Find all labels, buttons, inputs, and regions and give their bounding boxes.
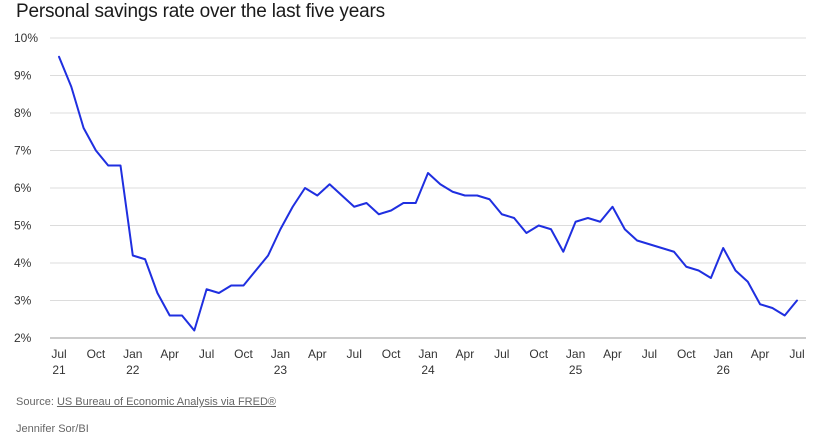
x-tick-label: Apr: [456, 347, 475, 361]
x-tick-year-label: 23: [274, 363, 288, 377]
series-lines: [58, 55, 798, 332]
x-tick-year-label: 22: [126, 363, 140, 377]
x-tick-year-label: 26: [717, 363, 731, 377]
x-tick-label: Apr: [160, 347, 179, 361]
chart-title: Personal savings rate over the last five…: [16, 1, 385, 22]
credit-note: Jennifer Sor/BI: [16, 423, 89, 435]
x-tick-label: Oct: [234, 347, 253, 361]
x-tick-year-label: 21: [52, 363, 66, 377]
x-tick-label: Jan: [418, 347, 437, 361]
x-tick-label: Jul: [789, 347, 804, 361]
y-tick-label: 3%: [14, 294, 32, 308]
gridlines: [50, 37, 806, 339]
y-tick-label: 8%: [14, 106, 32, 120]
x-tick-label: Jan: [123, 347, 142, 361]
x-tick-label: Apr: [603, 347, 622, 361]
x-tick-label: Jan: [566, 347, 585, 361]
x-tick-label: Jul: [642, 347, 657, 361]
source-link[interactable]: US Bureau of Economic Analysis via FRED®: [56, 396, 276, 408]
x-tick-label: Apr: [308, 347, 327, 361]
line-chart: 10% 9% 8% 7% 6% 5% 4% 3% 2% Jul 21 Oct Jan 22 Apr Jul O…: [14, 31, 806, 377]
source-note: Source: US Bureau of Economic Analysis v…: [16, 396, 276, 408]
x-tick-label: Jul: [494, 347, 509, 361]
x-tick-label: Oct: [382, 347, 401, 361]
y-tick-label: 4%: [14, 256, 32, 270]
y-tick-label: 10%: [14, 31, 38, 45]
x-tick-label: Jul: [51, 347, 66, 361]
y-tick-label: 5%: [14, 219, 32, 233]
source-prefix: Source:: [16, 396, 57, 408]
x-tick-label: Jul: [347, 347, 362, 361]
y-tick-label: 2%: [14, 331, 32, 345]
series-line-0: [58, 55, 798, 332]
x-tick-year-label: 24: [421, 363, 435, 377]
x-tick-label: Oct: [677, 347, 696, 361]
x-tick-label: Jul: [199, 347, 214, 361]
y-tick-label: 7%: [14, 144, 32, 158]
x-tick-label: Jan: [271, 347, 290, 361]
x-tick-label: Jan: [714, 347, 733, 361]
x-tick-label: Oct: [529, 347, 548, 361]
y-axis-labels: 10% 9% 8% 7% 6% 5% 4% 3% 2%: [14, 31, 38, 345]
x-axis-labels: Jul 21 Oct Jan 22 Apr Jul Oct Jan 23 Apr Jul Oct Jan 2…: [51, 347, 804, 377]
y-tick-label: 9%: [14, 69, 32, 83]
y-tick-label: 6%: [14, 181, 32, 195]
x-tick-year-label: 25: [569, 363, 583, 377]
x-tick-label: Apr: [751, 347, 770, 361]
x-tick-label: Oct: [87, 347, 106, 361]
